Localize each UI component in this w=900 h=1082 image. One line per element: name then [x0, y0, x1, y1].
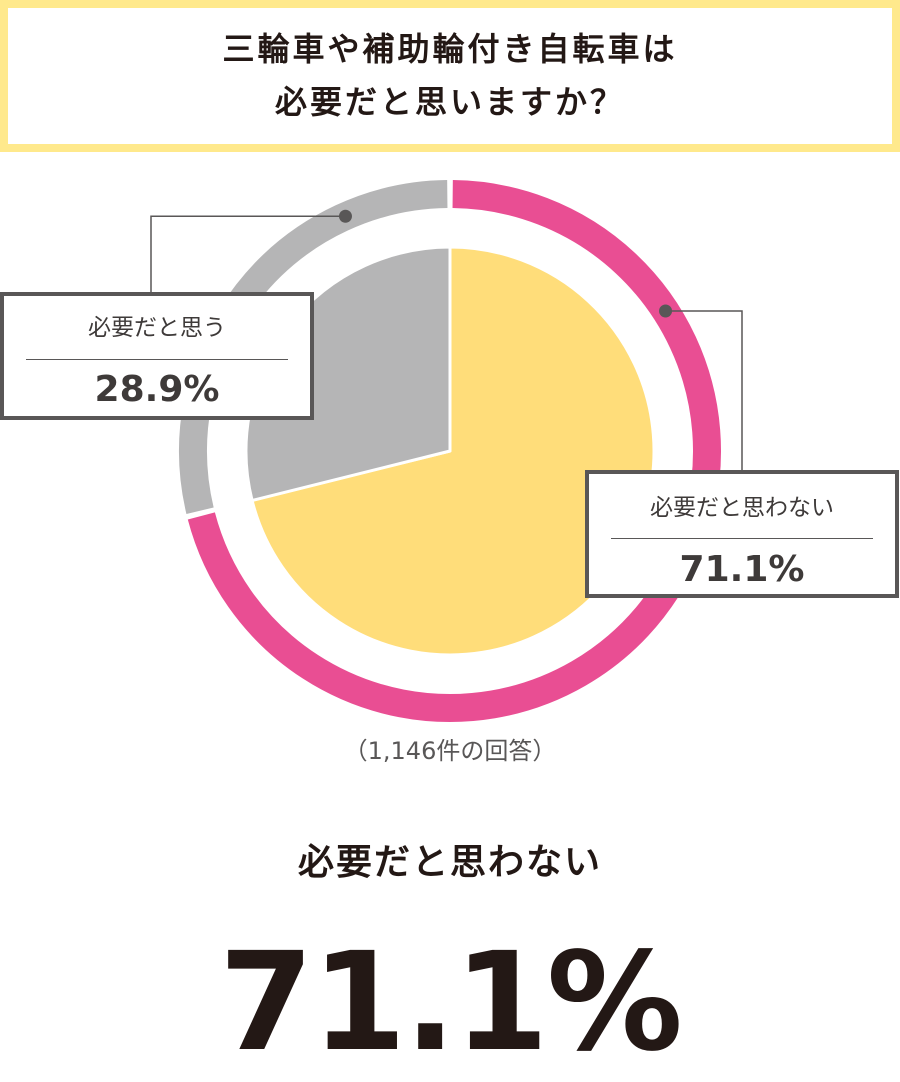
- leader-dot-necessary: [338, 209, 352, 223]
- callout-leaders: [150, 209, 743, 472]
- response-count: （1,146件の回答）: [343, 737, 557, 765]
- leader-dot-not-necessary: [659, 304, 673, 318]
- leader-line-necessary: [150, 215, 346, 294]
- callout-not-necessary-divider: [611, 538, 873, 539]
- callout-necessary-divider: [26, 359, 288, 360]
- callout-not-necessary-value: 71.1%: [679, 549, 805, 590]
- result-value: 71.1%: [219, 924, 683, 1082]
- callout-necessary-label: 必要だと思う: [88, 315, 226, 341]
- leader-line-not-necessary: [665, 310, 743, 472]
- result-label: 必要だと思わない: [297, 842, 602, 883]
- ring-segment-not-necessary: [187, 180, 721, 722]
- callout-not-necessary-label: 必要だと思わない: [650, 495, 834, 521]
- question-title-box: 三輪車や補助輪付き自転車は 必要だと思いますか？: [0, 0, 900, 152]
- question-title-line-1: 三輪車や補助輪付き自転車は: [222, 30, 678, 68]
- inner-pie: [244, 245, 656, 657]
- callout-not-necessary: 必要だと思わない 71.1%: [585, 470, 899, 598]
- callout-necessary-value: 28.9%: [94, 369, 220, 410]
- question-title-line-2: 必要だと思いますか？: [274, 83, 625, 121]
- callout-necessary: 必要だと思う 28.9%: [0, 292, 314, 420]
